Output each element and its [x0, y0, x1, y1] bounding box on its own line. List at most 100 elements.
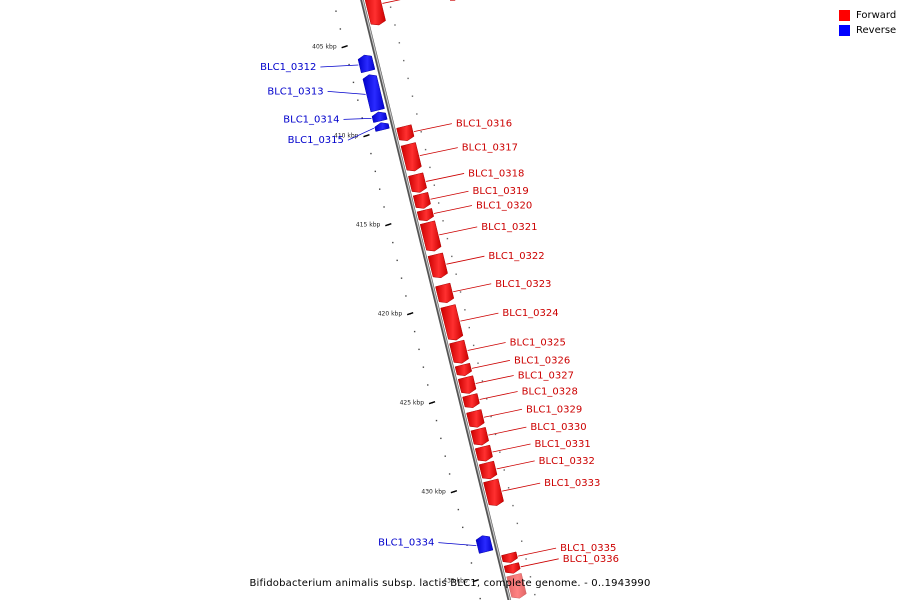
gene-leader-line: [492, 443, 531, 453]
gene-label[interactable]: BLC1_0324: [502, 308, 558, 319]
gene-arrow[interactable]: [362, 0, 386, 26]
gene-arrow[interactable]: [457, 375, 477, 394]
gene-BLC1_0315[interactable]: BLC1_0315: [288, 122, 390, 146]
gene-BLC1_0312[interactable]: BLC1_0312: [260, 54, 376, 74]
minor-tick-left: [440, 437, 442, 440]
gene-label[interactable]: BLC1_0336: [563, 554, 619, 565]
gene-BLC1_0320[interactable]: BLC1_0320: [416, 200, 532, 222]
gene-label[interactable]: BLC1_0326: [514, 355, 570, 366]
gene-arrow[interactable]: [483, 478, 504, 506]
minor-tick-left: [470, 562, 473, 564]
gene-BLC1_0334[interactable]: BLC1_0334: [378, 535, 494, 554]
gene-label[interactable]: BLC1_0328: [522, 386, 578, 397]
gene-label[interactable]: BLC1_0331: [535, 439, 591, 450]
gene-arrow[interactable]: [412, 191, 431, 209]
gene-arrow[interactable]: [374, 122, 390, 132]
gene-BLC1_0325[interactable]: BLC1_0325: [449, 338, 566, 364]
gene-BLC1_0321[interactable]: BLC1_0321: [419, 220, 537, 252]
gene-label[interactable]: BLC1_0327: [518, 370, 574, 381]
gene-arrow[interactable]: [503, 562, 521, 574]
gene-label[interactable]: BLC1_0320: [476, 200, 532, 211]
gene-arrow[interactable]: [408, 172, 427, 193]
gene-label[interactable]: BLC1_0312: [260, 62, 316, 73]
gene-label[interactable]: BLC1_0321: [481, 222, 537, 233]
gene-label[interactable]: BLC1_0322: [488, 251, 544, 262]
gene-leader-line: [475, 375, 514, 384]
gene-BLC1_0311[interactable]: BLC1_0311: [362, 0, 481, 26]
gene-partial[interactable]: [506, 572, 527, 599]
gene-BLC1_0333[interactable]: BLC1_0333: [483, 478, 601, 506]
minor-tick-right: [468, 326, 470, 329]
gene-arrow[interactable]: [474, 444, 493, 462]
minor-tick-right: [403, 59, 405, 62]
gene-label[interactable]: BLC1_0332: [539, 456, 595, 467]
major-tick: [472, 579, 479, 583]
gene-label[interactable]: BLC1_0318: [468, 168, 524, 179]
minor-tick-right: [521, 540, 523, 542]
gene-BLC1_0323[interactable]: BLC1_0323: [435, 279, 552, 303]
gene-arrow[interactable]: [478, 460, 498, 480]
minor-tick-right: [433, 184, 436, 186]
gene-label[interactable]: BLC1_0319: [472, 186, 528, 197]
gene-arrow[interactable]: [357, 54, 376, 74]
gene-BLC1_0313[interactable]: BLC1_0313: [267, 74, 385, 113]
gene-BLC1_0331[interactable]: BLC1_0331: [474, 439, 591, 462]
gene-label[interactable]: BLC1_0325: [510, 338, 566, 349]
gene-arrow[interactable]: [462, 393, 480, 408]
gene-leader-line: [453, 283, 492, 293]
gene-BLC1_0335[interactable]: BLC1_0335: [501, 543, 617, 563]
gene-leader-line: [419, 147, 458, 157]
gene-label[interactable]: BLC1_0334: [378, 538, 434, 549]
gene-arrow[interactable]: [362, 74, 385, 113]
gene-label[interactable]: BLC1_0335: [560, 543, 616, 554]
gene-arrow[interactable]: [466, 409, 485, 428]
gene-arrow[interactable]: [396, 124, 415, 141]
minor-tick-left: [444, 455, 446, 457]
major-tick: [363, 134, 370, 138]
gene-label[interactable]: BLC1_0315: [288, 135, 344, 146]
gene-label[interactable]: BLC1_0329: [526, 404, 582, 415]
gene-BLC1_0329[interactable]: BLC1_0329: [466, 404, 583, 428]
gene-arrow[interactable]: [506, 572, 527, 599]
gene-BLC1_0319[interactable]: BLC1_0319: [412, 186, 529, 209]
gene-BLC1_0328[interactable]: BLC1_0328: [462, 386, 578, 408]
major-tick: [341, 45, 348, 49]
gene-BLC1_0332[interactable]: BLC1_0332: [478, 456, 595, 480]
gene-arrow[interactable]: [419, 220, 442, 252]
gene-arrow[interactable]: [435, 282, 455, 303]
gene-BLC1_0330[interactable]: BLC1_0330: [470, 422, 587, 446]
gene-arrow[interactable]: [454, 362, 472, 376]
gene-label[interactable]: BLC1_0330: [530, 422, 586, 433]
gene-arrow[interactable]: [470, 426, 489, 446]
gene-label[interactable]: BLC1_0313: [267, 86, 323, 97]
minor-tick-right: [494, 433, 497, 436]
gene-BLC1_0327[interactable]: BLC1_0327: [457, 370, 574, 394]
gene-label[interactable]: BLC1_0317: [462, 143, 518, 154]
gene-arrow[interactable]: [440, 304, 464, 341]
gene-label[interactable]: BLC1_0323: [495, 279, 551, 290]
gene-BLC1_0314[interactable]: BLC1_0314: [283, 111, 388, 125]
minor-tick-right: [411, 95, 414, 97]
gene-arrow[interactable]: [427, 252, 448, 279]
major-tick: [428, 401, 436, 405]
gene-BLC1_0316[interactable]: BLC1_0316: [396, 119, 513, 141]
minor-tick-right: [420, 131, 422, 133]
gene-BLC1_0336[interactable]: BLC1_0336: [503, 554, 619, 574]
gene-label[interactable]: BLC1_0333: [544, 478, 600, 489]
gene-label[interactable]: BLC1_0314: [283, 114, 339, 125]
gene-arrow[interactable]: [475, 535, 494, 554]
gene-arrow[interactable]: [371, 111, 388, 123]
gene-label[interactable]: BLC1_0311: [424, 0, 480, 1]
gene-leader-line: [320, 64, 359, 68]
gene-label[interactable]: BLC1_0316: [456, 119, 512, 130]
gene-BLC1_0324[interactable]: BLC1_0324: [440, 304, 559, 341]
gene-BLC1_0326[interactable]: BLC1_0326: [454, 355, 570, 376]
gene-BLC1_0322[interactable]: BLC1_0322: [427, 251, 545, 279]
gene-BLC1_0317[interactable]: BLC1_0317: [400, 142, 518, 172]
gene-arrow[interactable]: [400, 142, 422, 172]
gene-arrow[interactable]: [416, 208, 434, 222]
gene-arrow[interactable]: [449, 339, 469, 364]
gene-BLC1_0318[interactable]: BLC1_0318: [408, 168, 524, 193]
gene-arrow[interactable]: [501, 551, 518, 563]
